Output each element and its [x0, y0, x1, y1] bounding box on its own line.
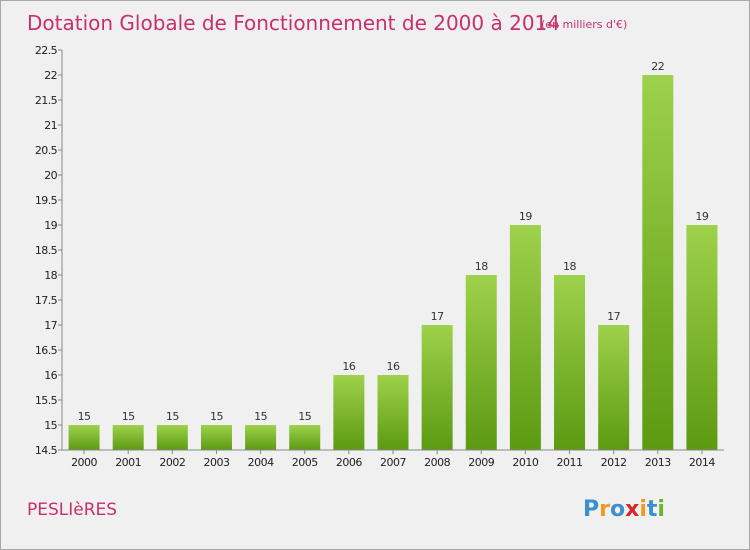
bar-2006 [333, 375, 365, 450]
value-label-2000: 15 [78, 410, 91, 423]
x-tick-label-2014: 2014 [689, 456, 715, 469]
value-label-2002: 15 [166, 410, 179, 423]
bar-2012 [598, 325, 630, 450]
y-tick-label: 17.5 [35, 294, 58, 307]
y-tick-label: 16.5 [35, 344, 58, 357]
x-tick-label-2010: 2010 [512, 456, 538, 469]
bar-2014 [686, 225, 718, 450]
value-label-2010: 19 [519, 210, 532, 223]
value-label-2013: 22 [651, 60, 664, 73]
bar-2004 [245, 425, 277, 450]
bar-2008 [421, 325, 453, 450]
y-tick-label: 18 [44, 269, 57, 282]
y-tick-label: 20 [44, 169, 57, 182]
bar-group: 15 15 15 15 15 15 16 16 17 18 19 18 17 22 19 [68, 60, 718, 450]
value-label-2005: 15 [298, 410, 311, 423]
value-label-2009: 18 [475, 260, 488, 273]
logo-letter: i [639, 497, 647, 522]
y-tick-label: 14.5 [35, 444, 58, 457]
value-label-2012: 17 [607, 310, 620, 323]
logo-letter: o [610, 497, 625, 522]
y-tick-label: 17 [44, 319, 57, 332]
x-tick-label-2009: 2009 [468, 456, 494, 469]
value-label-2011: 18 [563, 260, 576, 273]
bar-2010 [509, 225, 541, 450]
x-tick-label-2007: 2007 [380, 456, 406, 469]
x-tick-label-2011: 2011 [557, 456, 583, 469]
value-label-2001: 15 [122, 410, 135, 423]
x-tick-label-2006: 2006 [336, 456, 362, 469]
x-tick-label-2000: 2000 [71, 456, 97, 469]
value-label-2014: 19 [695, 210, 708, 223]
x-tick-label-2004: 2004 [248, 456, 274, 469]
value-label-2008: 17 [431, 310, 444, 323]
logo-letter: t [647, 497, 658, 522]
x-axis: 2000 2001 2002 2003 2004 2005 2006 2007 2008 2009… [62, 449, 724, 469]
y-tick-label: 21.5 [35, 94, 58, 107]
proxiti-logo: Proxiti [583, 497, 665, 522]
value-label-2006: 16 [342, 360, 355, 373]
y-axis-ticks: 14.5 15 15.5 16 16.5 17 17.5 18 18.5 19 19.5 20 20.5… [35, 44, 63, 457]
x-tick-label-2012: 2012 [601, 456, 627, 469]
x-tick-label-2003: 2003 [203, 456, 229, 469]
chart-subtitle: (en milliers d'€) [541, 18, 627, 31]
y-tick-label: 22.5 [35, 44, 58, 57]
bar-2011 [554, 275, 586, 450]
x-tick-label-2002: 2002 [159, 456, 185, 469]
chart-title: Dotation Globale de Fonctionnement de 20… [27, 11, 560, 35]
x-tick-label-2013: 2013 [645, 456, 671, 469]
y-tick-label: 15 [44, 419, 57, 432]
bar-2007 [377, 375, 409, 450]
y-tick-label: 16 [44, 369, 57, 382]
logo-letter: P [583, 497, 599, 522]
logo-letter: i [657, 497, 665, 522]
commune-name: PESLIèRES [27, 500, 117, 520]
logo-letter: r [599, 497, 610, 522]
bar-2005 [289, 425, 321, 450]
y-tick-label: 20.5 [35, 144, 58, 157]
y-tick-label: 15.5 [35, 394, 58, 407]
x-tick-label-2001: 2001 [115, 456, 141, 469]
y-tick-label: 22 [44, 69, 57, 82]
bar-2002 [156, 425, 188, 450]
x-tick-label-2005: 2005 [292, 456, 318, 469]
y-tick-label: 18.5 [35, 244, 58, 257]
bar-2000 [68, 425, 100, 450]
value-label-2007: 16 [387, 360, 400, 373]
x-tick-label-2008: 2008 [424, 456, 450, 469]
bar-2001 [112, 425, 144, 450]
bar-2009 [465, 275, 497, 450]
value-label-2003: 15 [210, 410, 223, 423]
bar-2013 [642, 75, 674, 450]
logo-letter: x [625, 497, 639, 522]
y-tick-label: 19 [44, 219, 57, 232]
bar-2003 [200, 425, 232, 450]
y-tick-label: 21 [44, 119, 57, 132]
y-tick-label: 19.5 [35, 194, 58, 207]
value-label-2004: 15 [254, 410, 267, 423]
